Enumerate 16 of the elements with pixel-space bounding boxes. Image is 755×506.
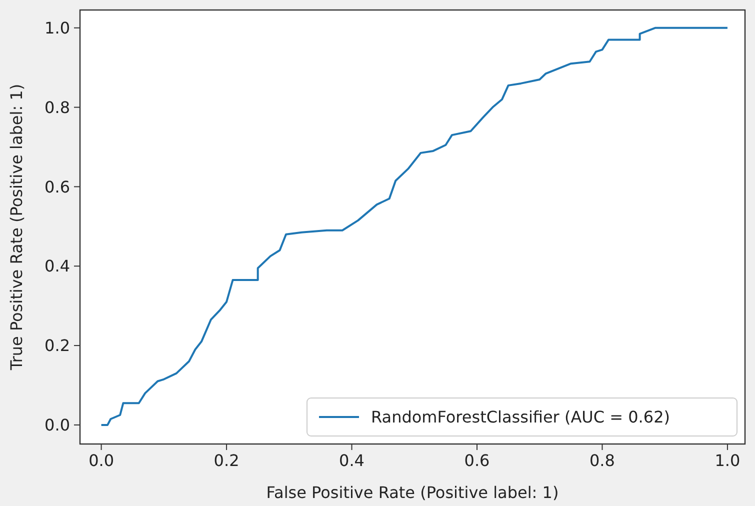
y-tick-label: 0.8 <box>44 98 70 117</box>
y-tick-label: 0.6 <box>44 177 70 196</box>
y-tick-label: 0.0 <box>44 416 70 435</box>
x-tick-label: 0.8 <box>590 451 615 470</box>
x-tick-label: 0.0 <box>88 451 114 470</box>
x-tick-label: 1.0 <box>714 451 740 470</box>
x-tick-label: 0.6 <box>464 451 490 470</box>
y-tick-label: 0.4 <box>44 256 70 276</box>
x-tick-label: 0.2 <box>214 451 240 470</box>
legend-label: RandomForestClassifier (AUC = 0.62) <box>371 408 670 427</box>
x-axis-title: False Positive Rate (Positive label: 1) <box>266 483 559 502</box>
x-tick-label: 0.4 <box>339 451 364 470</box>
y-tick-label: 1.0 <box>44 18 70 38</box>
line-series <box>100 26 728 426</box>
y-tick-label: 0.2 <box>44 336 70 356</box>
y-axis-title: True Positive Rate (Positive label: 1) <box>7 84 26 372</box>
